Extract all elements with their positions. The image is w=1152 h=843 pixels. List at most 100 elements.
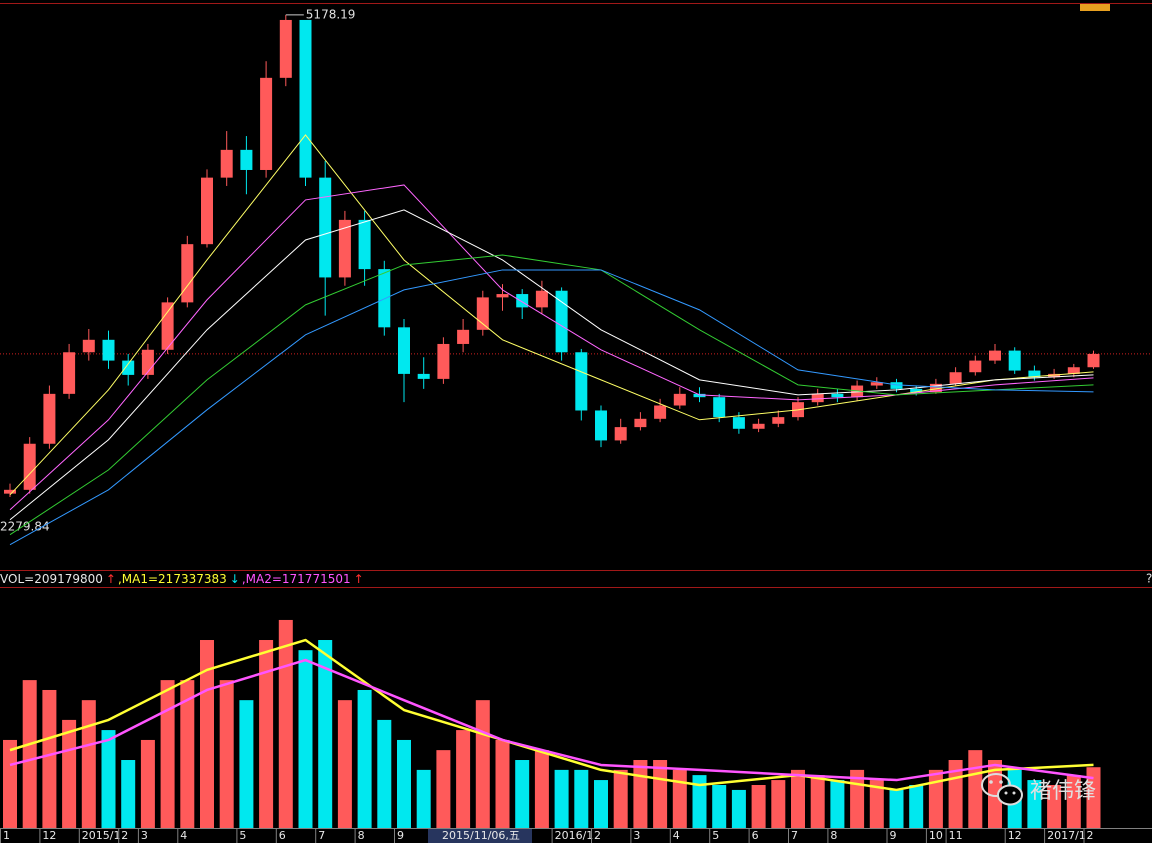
candle-body: [535, 290, 548, 308]
candle-body: [949, 372, 962, 384]
volume-bar: [1086, 767, 1101, 828]
volume-bar: [200, 640, 214, 828]
volume-bar: [140, 739, 155, 828]
candle-body: [516, 294, 529, 308]
candle-body: [1087, 353, 1100, 368]
candle-body: [910, 388, 923, 393]
candle-body: [279, 19, 292, 78]
candle-body: [1008, 350, 1021, 371]
time-label: 1: [3, 829, 10, 842]
volume-bar: [810, 775, 825, 828]
time-label: 2: [121, 829, 128, 842]
time-label: 4: [673, 829, 680, 842]
vol-arrow: ↑: [106, 572, 116, 586]
volume-bar: [928, 769, 943, 828]
scroll-handle[interactable]: [1080, 4, 1110, 11]
candle-body: [673, 393, 686, 406]
ma1-arrow: ↓: [230, 572, 240, 586]
price-ma-line: [9, 209, 1094, 521]
candle-body: [398, 327, 410, 374]
candle-body: [713, 397, 726, 418]
time-label: 12: [42, 829, 56, 842]
volume-bar: [554, 769, 569, 828]
volume-bar: [219, 680, 234, 828]
time-label: 6: [752, 829, 759, 842]
candle-body: [338, 219, 351, 278]
volume-bar: [298, 650, 313, 828]
volume-bar: [278, 619, 293, 828]
time-label: 8: [358, 829, 365, 842]
time-label: 2015/1: [82, 829, 121, 842]
volume-bar: [830, 780, 845, 828]
volume-bar: [259, 640, 274, 828]
watermark: 褚伟锋: [1030, 779, 1096, 804]
volume-bar: [751, 784, 766, 828]
time-label: 9: [890, 829, 897, 842]
volume-bar: [416, 769, 431, 828]
volume-bar: [1066, 775, 1081, 828]
watermark-icon: [981, 773, 1023, 806]
volume-header: VOL=209179800 ↑ ,MA1=217337383 ↓ ,MA2=171771…: [0, 572, 364, 586]
candle-body: [457, 329, 470, 344]
time-label: 10: [929, 829, 943, 842]
volume-bar: [456, 730, 471, 828]
time-label: 3: [633, 829, 640, 842]
candle-body: [693, 393, 706, 398]
volume-bar: [613, 769, 628, 828]
ma2-value: 171771501: [282, 572, 351, 586]
volume-bar: [869, 780, 884, 828]
ma1-value: 217337383: [158, 572, 227, 586]
volume-bar: [633, 760, 648, 828]
candle-body: [1067, 367, 1080, 374]
candle-body: [989, 350, 1001, 361]
volume-bar: [239, 700, 254, 828]
price-ma-line: [9, 184, 1094, 511]
volume-bar: [1027, 780, 1042, 828]
ma2-arrow: ↑: [354, 572, 364, 586]
volume-bar: [101, 730, 116, 828]
cursor-label: 2015/11/06,五: [442, 829, 520, 842]
candle-body: [319, 177, 332, 278]
candle-body: [4, 489, 16, 494]
candle-body: [595, 410, 607, 441]
cursor-box: [428, 829, 532, 843]
candle-body: [654, 405, 667, 419]
volume-bar: [692, 775, 707, 828]
help-mark[interactable]: ?: [1146, 572, 1152, 586]
candle-body: [161, 302, 174, 350]
volume-bar: [22, 680, 37, 828]
volume-bar: [81, 700, 96, 828]
candle-body: [969, 360, 982, 373]
time-label: 11: [949, 829, 963, 842]
candle-body: [496, 294, 509, 298]
volume-bar: [180, 680, 195, 828]
ma2-label: ,MA2=: [242, 572, 282, 586]
vol-label: VOL=: [0, 572, 34, 586]
candle-body: [43, 393, 56, 444]
volume-bar: [42, 689, 57, 828]
volume-bar: [791, 769, 805, 828]
volume-bar: [594, 780, 608, 828]
time-label: 4: [180, 829, 187, 842]
volume-bar: [574, 769, 589, 828]
candle-body: [181, 244, 194, 303]
volume-bar: [771, 780, 786, 828]
candle-body: [437, 343, 450, 379]
volume-bar: [712, 784, 727, 828]
time-label: 5: [239, 829, 246, 842]
volume-bar: [475, 700, 490, 828]
time-label: 5: [712, 829, 719, 842]
volume-bar: [515, 760, 530, 828]
volume-bar: [121, 760, 136, 828]
volume-ma-line: [9, 658, 1094, 782]
candle-body: [122, 360, 135, 375]
candle-body: [1028, 370, 1041, 378]
candle-body: [811, 393, 824, 403]
candle-body: [870, 382, 883, 386]
candle-body: [23, 443, 36, 490]
volume-bar: [62, 719, 77, 828]
volume-bar: [534, 750, 549, 828]
vol-value: 209179800: [34, 572, 103, 586]
